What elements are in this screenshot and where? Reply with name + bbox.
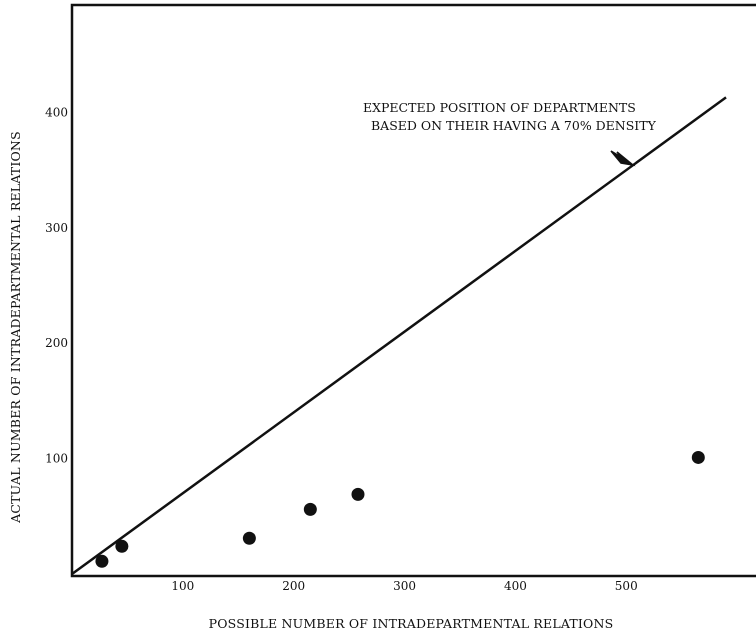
y-tick-label-300: 300	[45, 221, 68, 235]
x-axis-label: POSSIBLE NUMBER OF INTRADEPARTMENTAL REL…	[209, 616, 614, 631]
reference-line-70-percent-density	[71, 96, 727, 576]
x-tick-label-200: 200	[282, 579, 305, 593]
data-point-2	[115, 539, 129, 553]
y-tick-label-400: 400	[45, 105, 68, 119]
x-tick-label-300: 300	[393, 579, 416, 593]
x-tick-label-100: 100	[171, 579, 194, 593]
y-tick-label-200: 200	[45, 336, 68, 350]
data-point-3	[242, 531, 256, 545]
data-point-6	[691, 450, 705, 464]
plot-frame	[70, 3, 756, 578]
data-point-5	[351, 487, 365, 501]
data-point-1	[95, 554, 109, 568]
annotation-arrow	[610, 150, 636, 167]
x-tick-label-400: 400	[504, 579, 527, 593]
annotation-line-1: EXPECTED POSITION OF DEPARTMENTS	[363, 100, 636, 115]
annotation-line-2: BASED ON THEIR HAVING A 70% DENSITY	[371, 118, 657, 133]
y-axis-label: ACTUAL NUMBER OF INTRADEPARTMENTAL RELAT…	[8, 131, 23, 524]
x-tick-label-500: 500	[615, 579, 638, 593]
y-tick-label-100: 100	[45, 452, 68, 466]
data-point-4	[303, 502, 317, 516]
